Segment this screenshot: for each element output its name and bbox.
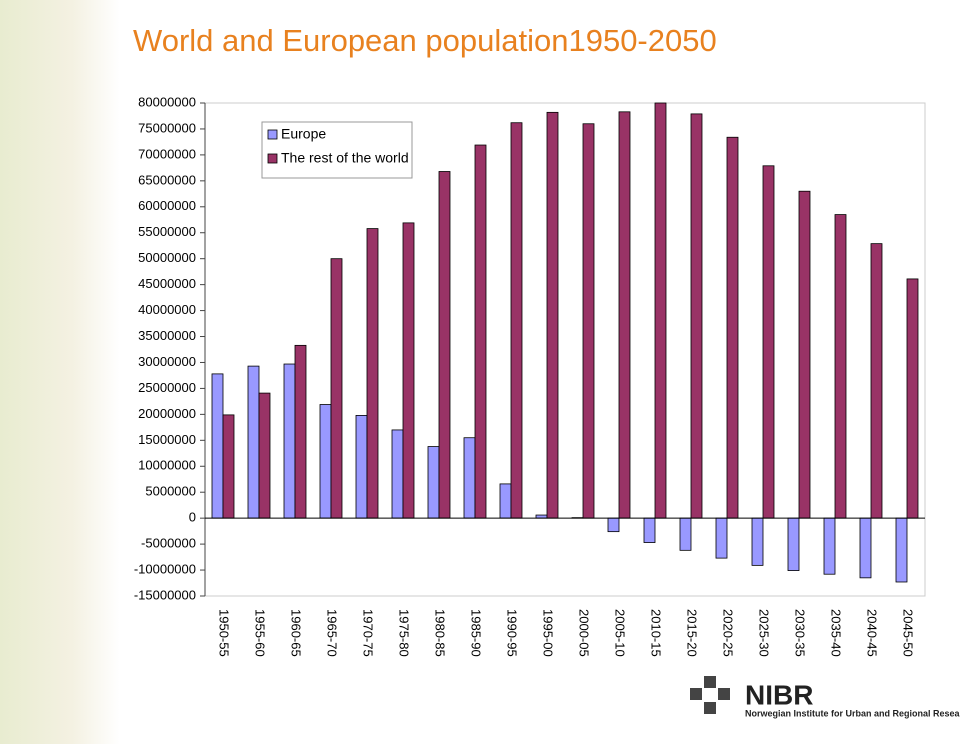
bar bbox=[283, 363, 296, 519]
legend-box bbox=[261, 121, 413, 179]
bar bbox=[762, 165, 775, 519]
y-tick-label: -15000000 bbox=[134, 587, 196, 602]
x-tick-label: 1990-95 bbox=[505, 609, 520, 657]
y-tick-label: 15000000 bbox=[138, 432, 196, 447]
y-tick-label: 50000000 bbox=[138, 250, 196, 265]
bar bbox=[366, 228, 379, 519]
bar bbox=[715, 517, 728, 559]
x-tick-label: 2020-25 bbox=[721, 609, 736, 657]
bar bbox=[402, 222, 415, 519]
bar bbox=[294, 344, 307, 519]
x-tick-label: 2040-45 bbox=[865, 609, 880, 657]
bar bbox=[510, 122, 523, 519]
bar bbox=[582, 123, 595, 519]
y-tick-label: 10000000 bbox=[138, 458, 196, 473]
y-tick-label: 55000000 bbox=[138, 224, 196, 239]
bar bbox=[654, 102, 667, 519]
legend-swatch bbox=[267, 153, 278, 164]
bar bbox=[618, 111, 631, 519]
y-tick-label: 20000000 bbox=[138, 406, 196, 421]
bar bbox=[834, 214, 847, 519]
bar bbox=[546, 111, 559, 519]
x-tick-label: 2010-15 bbox=[649, 609, 664, 657]
bar bbox=[895, 517, 908, 583]
bar bbox=[474, 144, 487, 519]
y-tick-label: 45000000 bbox=[138, 276, 196, 291]
bar bbox=[859, 517, 872, 579]
y-tick-label: 65000000 bbox=[138, 172, 196, 187]
x-tick-label: 1985-90 bbox=[469, 609, 484, 657]
x-tick-label: 1955-60 bbox=[253, 609, 268, 657]
bar bbox=[751, 517, 764, 566]
x-tick-label: 2045-50 bbox=[901, 609, 916, 657]
y-tick-label: 70000000 bbox=[138, 146, 196, 161]
bar bbox=[499, 483, 512, 519]
bar bbox=[823, 517, 836, 575]
chart-title: World and European population1950-2050 bbox=[133, 23, 717, 58]
logo-icon bbox=[704, 702, 716, 714]
bar bbox=[798, 190, 811, 519]
bar bbox=[787, 517, 800, 571]
bar bbox=[906, 278, 919, 519]
logo-name: NIBR bbox=[745, 679, 813, 710]
y-tick-label: 5000000 bbox=[145, 484, 196, 499]
bar bbox=[679, 517, 692, 551]
x-tick-label: 1980-85 bbox=[433, 609, 448, 657]
bar bbox=[690, 113, 703, 519]
x-tick-label: 1995-00 bbox=[541, 609, 556, 657]
y-tick-label: 80000000 bbox=[138, 94, 196, 109]
y-tick-label: -10000000 bbox=[134, 561, 196, 576]
y-tick-label: 25000000 bbox=[138, 380, 196, 395]
x-tick-label: 2035-40 bbox=[829, 609, 844, 657]
bar bbox=[438, 171, 451, 519]
x-tick-label: 2025-30 bbox=[757, 609, 772, 657]
bar bbox=[330, 258, 343, 519]
x-tick-label: 1965-70 bbox=[325, 609, 340, 657]
x-tick-label: 1950-55 bbox=[217, 609, 232, 657]
bar bbox=[463, 437, 476, 519]
legend-label: The rest of the world bbox=[281, 150, 409, 166]
background-decoration bbox=[0, 0, 120, 744]
bar bbox=[355, 415, 368, 519]
y-tick-label: -5000000 bbox=[141, 536, 196, 551]
bar bbox=[247, 365, 260, 519]
x-tick-label: 2000-05 bbox=[577, 609, 592, 657]
logo-icon bbox=[718, 688, 730, 700]
legend-swatch bbox=[267, 129, 278, 140]
logo-icon bbox=[690, 688, 702, 700]
y-tick-label: 40000000 bbox=[138, 302, 196, 317]
x-tick-label: 2030-35 bbox=[793, 609, 808, 657]
bar bbox=[319, 404, 332, 519]
bar bbox=[427, 446, 440, 519]
x-tick-label: 1970-75 bbox=[361, 609, 376, 657]
bar bbox=[870, 243, 883, 519]
legend-label: Europe bbox=[281, 126, 326, 142]
bar bbox=[607, 517, 620, 533]
bar bbox=[258, 392, 271, 519]
y-tick-label: 0 bbox=[189, 510, 196, 525]
y-tick-label: 75000000 bbox=[138, 120, 196, 135]
x-tick-label: 1975-80 bbox=[397, 609, 412, 657]
x-tick-label: 2005-10 bbox=[613, 609, 628, 657]
x-tick-label: 1960-65 bbox=[289, 609, 304, 657]
y-tick-label: 60000000 bbox=[138, 198, 196, 213]
y-tick-label: 35000000 bbox=[138, 328, 196, 343]
logo-subtitle: Norwegian Institute for Urban and Region… bbox=[745, 708, 960, 718]
logo: NIBR Norwegian Institute for Urban and R… bbox=[690, 676, 960, 718]
bar bbox=[222, 414, 235, 519]
bar bbox=[643, 517, 656, 543]
bar bbox=[211, 373, 224, 519]
bar bbox=[726, 136, 739, 519]
logo-icon bbox=[704, 676, 716, 688]
bar bbox=[391, 429, 404, 519]
x-tick-label: 2015-20 bbox=[685, 609, 700, 657]
y-tick-label: 30000000 bbox=[138, 354, 196, 369]
